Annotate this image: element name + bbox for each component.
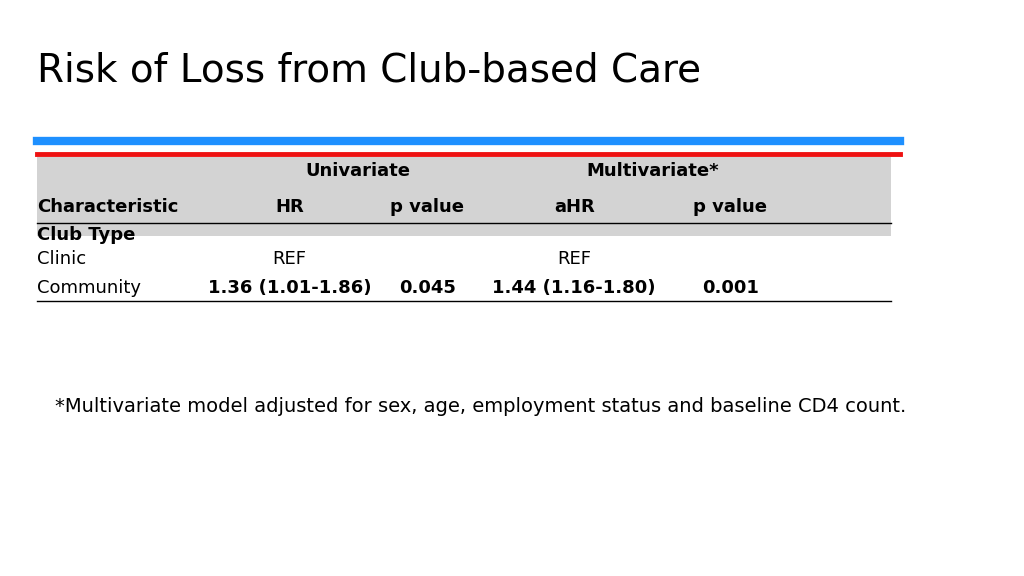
Text: *Multivariate model adjusted for sex, age, employment status and baseline CD4 co: *Multivariate model adjusted for sex, ag… [55, 397, 906, 415]
Text: 0.045: 0.045 [398, 279, 456, 297]
Text: 0.001: 0.001 [702, 279, 759, 297]
Text: aHR: aHR [554, 198, 595, 217]
Text: Risk of Loss from Club-based Care: Risk of Loss from Club-based Care [37, 52, 700, 90]
Text: 1.44 (1.16-1.80): 1.44 (1.16-1.80) [493, 279, 656, 297]
FancyBboxPatch shape [37, 157, 891, 236]
Text: REF: REF [557, 249, 591, 268]
Text: Club Type: Club Type [37, 226, 135, 244]
Text: 1.36 (1.01-1.86): 1.36 (1.01-1.86) [208, 279, 371, 297]
Text: Multivariate*: Multivariate* [586, 162, 719, 180]
Text: Clinic: Clinic [37, 249, 86, 268]
Text: REF: REF [272, 249, 306, 268]
Text: HR: HR [275, 198, 304, 217]
Text: Characteristic: Characteristic [37, 198, 178, 217]
Text: p value: p value [693, 198, 767, 217]
Text: p value: p value [390, 198, 464, 217]
Text: Univariate: Univariate [306, 162, 411, 180]
Text: Community: Community [37, 279, 140, 297]
